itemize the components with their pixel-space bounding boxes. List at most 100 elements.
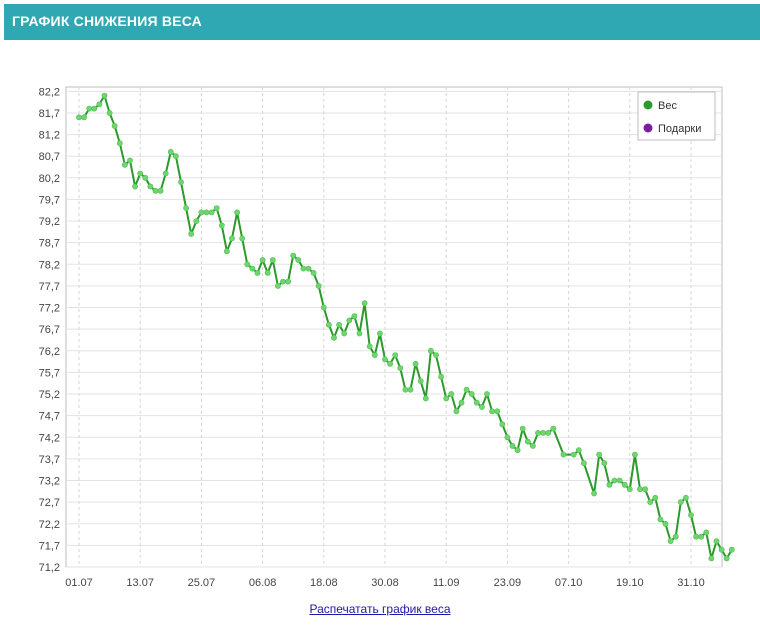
data-point: [417, 378, 424, 384]
data-point: [458, 399, 465, 406]
y-tick-label: 78,7: [39, 238, 60, 250]
data-point: [473, 399, 480, 406]
x-tick-label: 23.09: [494, 577, 522, 589]
data-point: [254, 269, 261, 276]
data-point: [535, 429, 541, 436]
data-point: [162, 170, 169, 177]
data-point: [514, 447, 521, 454]
x-tick-label: 06.08: [249, 577, 277, 589]
y-tick-label: 74,7: [39, 411, 60, 423]
data-point: [325, 321, 332, 328]
data-point: [371, 352, 378, 358]
y-tick-label: 72,7: [39, 497, 60, 509]
print-chart-link[interactable]: Распечатать график веса: [309, 602, 451, 616]
y-tick-label: 71,7: [39, 540, 60, 552]
data-point: [647, 499, 654, 505]
x-tick-label: 01.07: [65, 577, 93, 589]
data-point: [193, 218, 200, 224]
data-point: [570, 451, 577, 458]
data-point: [320, 304, 327, 311]
data-point: [448, 391, 455, 397]
y-tick-label: 79,7: [39, 194, 60, 206]
data-point: [101, 92, 108, 99]
data-point: [530, 442, 536, 449]
data-point: [244, 261, 251, 268]
data-point: [560, 451, 567, 458]
data-point: [606, 481, 613, 488]
data-point: [723, 555, 730, 562]
data-point: [356, 330, 363, 337]
y-tick-label: 79,2: [39, 216, 60, 228]
data-point: [366, 343, 373, 350]
y-tick-label: 80,7: [39, 151, 60, 163]
data-point: [581, 460, 587, 467]
data-point: [198, 209, 205, 216]
data-point: [264, 269, 271, 276]
data-point: [407, 386, 414, 393]
data-point: [703, 529, 710, 536]
data-point: [81, 114, 87, 121]
data-point: [132, 183, 138, 190]
data-point: [611, 477, 618, 484]
data-point: [453, 408, 460, 415]
data-point: [76, 114, 82, 121]
legend-entry: Подарки: [658, 123, 701, 135]
data-point: [142, 174, 149, 181]
weight-chart: 82,2 81,7 81,2 80,7 80,2 79,7 79,2 78,7 78,2 77,7…: [39, 86, 735, 589]
y-tick-label: 75,7: [39, 367, 60, 379]
data-point: [667, 538, 674, 544]
data-point: [550, 425, 557, 432]
y-tick-label: 71,2: [39, 562, 60, 574]
y-tick-label: 77,7: [39, 281, 60, 293]
y-tick-label: 81,2: [39, 130, 60, 142]
data-point: [157, 187, 164, 194]
data-point: [382, 356, 388, 363]
data-point: [331, 334, 337, 341]
data-point: [336, 321, 342, 328]
data-point: [468, 391, 475, 397]
legend-marker: [643, 123, 653, 133]
data-point: [422, 395, 429, 402]
data-point: [285, 278, 291, 285]
data-point: [172, 153, 179, 160]
data-point: [519, 425, 526, 432]
data-point: [504, 434, 511, 441]
y-tick-label: 77,2: [39, 303, 60, 315]
data-point: [601, 460, 608, 467]
data-point: [183, 205, 189, 211]
data-point: [575, 447, 582, 454]
page-title: ГРАФИК СНИЖЕНИЯ ВЕСА: [12, 13, 202, 29]
data-point: [392, 352, 399, 358]
data-point: [596, 451, 603, 458]
data-point: [402, 386, 409, 393]
data-point: [122, 161, 128, 168]
data-point: [96, 101, 103, 108]
x-tick-label: 31.10: [677, 577, 705, 589]
data-point: [438, 373, 444, 380]
data-point: [509, 442, 516, 449]
data-point: [116, 140, 123, 147]
page-header: ГРАФИК СНИЖЕНИЯ ВЕСА: [4, 4, 760, 40]
data-point: [652, 494, 659, 501]
data-point: [310, 269, 317, 276]
data-point: [427, 347, 434, 354]
data-point: [229, 235, 235, 242]
data-point: [713, 538, 720, 544]
data-point: [494, 408, 501, 415]
data-point: [315, 282, 322, 289]
y-tick-label: 75,2: [39, 389, 60, 401]
data-point: [346, 317, 353, 324]
data-point: [662, 520, 669, 527]
data-point: [708, 555, 715, 562]
data-point: [259, 257, 266, 263]
x-tick-label: 18.08: [310, 577, 338, 589]
y-tick-label: 80,2: [39, 173, 60, 185]
data-point: [621, 481, 628, 488]
y-tick-label: 82,2: [39, 86, 60, 98]
data-point: [616, 477, 623, 484]
y-tick-label: 73,7: [39, 454, 60, 466]
data-point: [376, 330, 383, 337]
x-tick-label: 11.09: [433, 577, 460, 589]
x-tick-label: 30.08: [371, 577, 399, 589]
data-point: [693, 533, 699, 540]
